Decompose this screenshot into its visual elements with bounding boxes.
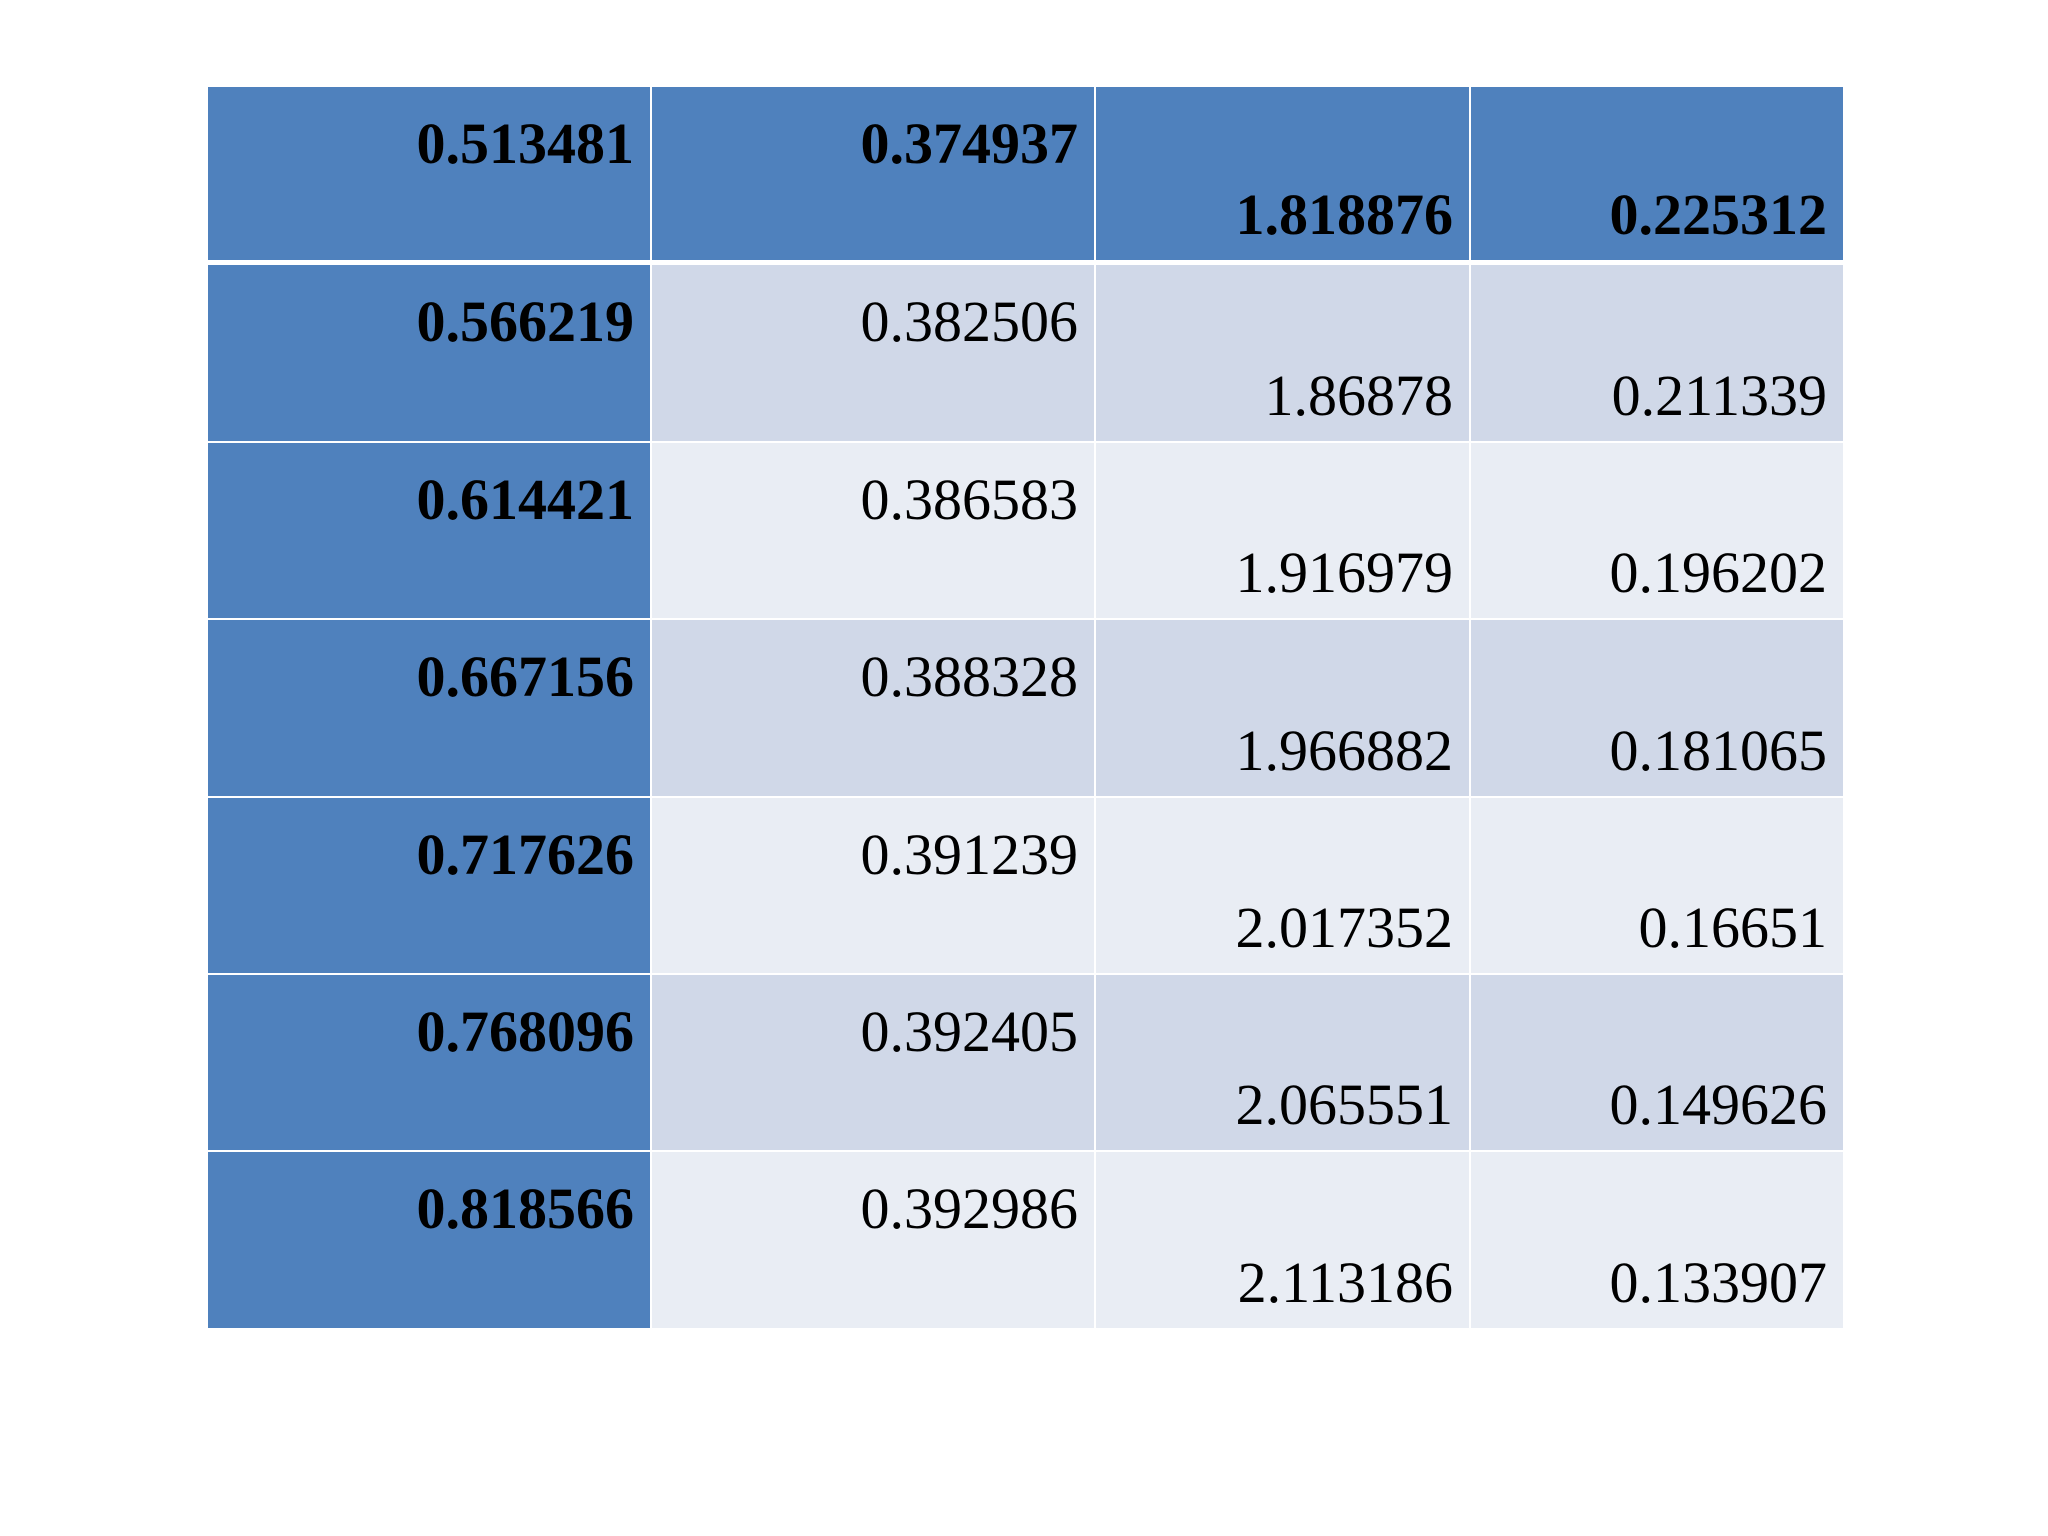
header-cell: 0.374937	[652, 87, 1094, 260]
table-cell: 0.386583	[652, 443, 1094, 619]
table-cell: 0.566219	[208, 265, 650, 442]
table-cell: 0.16651	[1471, 797, 1843, 973]
table-cell: 0.391239	[652, 797, 1094, 973]
table-cell: 2.017352	[1096, 797, 1469, 973]
table-cell: 0.717626	[208, 797, 650, 973]
table-cell: 0.211339	[1471, 265, 1843, 442]
table-cell: 0.667156	[208, 620, 650, 796]
table-cell: 0.196202	[1471, 443, 1843, 619]
header-cell: 1.818876	[1096, 87, 1469, 260]
header-cell: 0.225312	[1471, 87, 1843, 260]
table-cell: 0.133907	[1471, 1152, 1843, 1329]
header-cell: 0.513481	[208, 87, 650, 260]
table-cell: 1.86878	[1096, 265, 1469, 442]
table-cell: 2.113186	[1096, 1152, 1469, 1329]
table-cell: 0.181065	[1471, 620, 1843, 796]
table-cell: 0.392405	[652, 974, 1094, 1150]
table-cell: 0.818566	[208, 1152, 650, 1329]
table-cell: 1.916979	[1096, 443, 1469, 619]
table-cell: 0.149626	[1471, 974, 1843, 1150]
table-cell: 1.966882	[1096, 620, 1469, 796]
table-cell: 0.388328	[652, 620, 1094, 796]
table-cell: 0.614421	[208, 443, 650, 619]
table-cell: 0.382506	[652, 265, 1094, 442]
table-cell: 2.065551	[1096, 974, 1469, 1150]
table-cell: 0.768096	[208, 974, 650, 1150]
table-cell: 0.392986	[652, 1152, 1094, 1329]
